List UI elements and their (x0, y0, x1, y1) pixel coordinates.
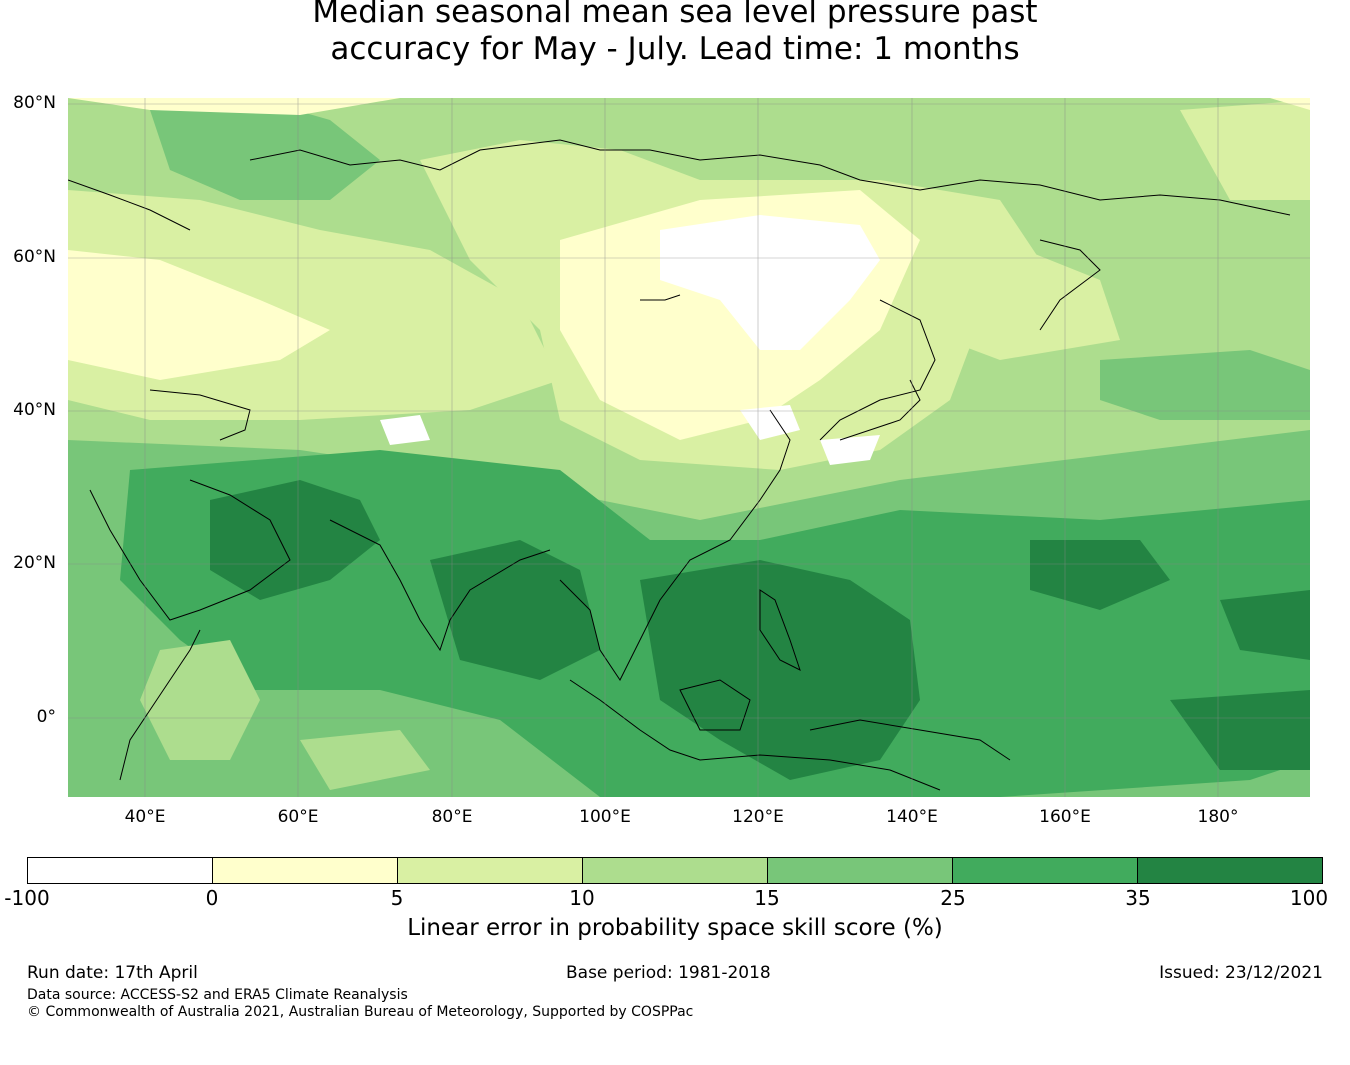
colorbar-tick-label: 5 (390, 886, 404, 910)
colorbar-tick-label: 25 (940, 886, 966, 910)
colorbar-segment-6 (953, 858, 1138, 883)
colorbar-tick-label: -100 (4, 886, 50, 910)
lon-label-160e: 160°E (1039, 807, 1091, 827)
colorbar-tick-label: 10 (569, 886, 595, 910)
lat-label-equator: 0° (36, 707, 56, 727)
lon-label-180: 180° (1197, 807, 1239, 827)
lon-label-100e: 100°E (579, 807, 631, 827)
colorbar (27, 857, 1323, 884)
lat-label-80n: 80°N (13, 93, 56, 113)
colorbar-tick-label: 15 (754, 886, 780, 910)
lat-label-20n: 20°N (13, 553, 56, 573)
lon-label-140e: 140°E (886, 807, 938, 827)
copyright: © Commonwealth of Australia 2021, Austra… (27, 1004, 694, 1020)
lat-label-60n: 60°N (13, 247, 56, 267)
colorbar-segment-1 (28, 858, 213, 883)
title-line-2: accuracy for May - July. Lead time: 1 mo… (330, 31, 1020, 67)
lon-label-60e: 60°E (277, 807, 319, 827)
issued-date: Issued: 23/12/2021 (1159, 963, 1323, 983)
base-period: Base period: 1981-2018 (566, 963, 771, 983)
lon-label-120e: 120°E (732, 807, 784, 827)
colorbar-segment-4 (583, 858, 768, 883)
coastlines (68, 139, 1291, 791)
colorbar-segment-3 (398, 858, 583, 883)
colorbar-title: Linear error in probability space skill … (407, 915, 943, 941)
data-source: Data source: ACCESS-S2 and ERA5 Climate … (27, 987, 408, 1003)
colorbar-tick-label: 0 (205, 886, 219, 910)
colorbar-tick-label: 100 (1289, 886, 1329, 910)
title-line-1: Median seasonal mean sea level pressure … (312, 0, 1038, 30)
colorbar-tick-label: 35 (1125, 886, 1151, 910)
colorbar-segment-5 (768, 858, 953, 883)
colorbar-segment-2 (213, 858, 398, 883)
map-field (68, 98, 1310, 797)
lon-label-80e: 80°E (431, 807, 473, 827)
lat-label-40n: 40°N (13, 400, 56, 420)
colorbar-segment-7 (1138, 858, 1322, 883)
graticule (68, 98, 1310, 797)
run-date: Run date: 17th April (27, 963, 198, 983)
lon-label-40e: 40°E (124, 807, 166, 827)
map-title: Median seasonal mean sea level pressure … (0, 0, 1350, 68)
